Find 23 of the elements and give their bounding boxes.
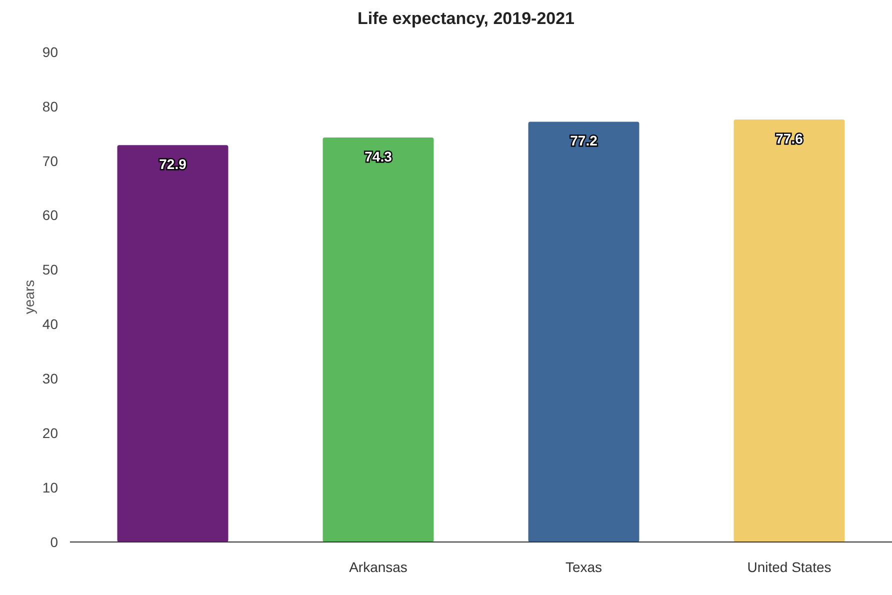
bar: [322, 137, 434, 542]
y-tick-label: 40: [42, 316, 58, 332]
bar: [117, 145, 228, 542]
y-tick-label: 50: [42, 262, 58, 278]
x-tick-label: Arkansas: [349, 559, 408, 575]
y-tick-label: 70: [42, 152, 58, 169]
y-tick-label: 30: [42, 370, 58, 387]
y-tick-label: 10: [42, 479, 58, 496]
data-label: 74.3: [364, 148, 392, 164]
x-tick-label: Texas: [565, 559, 602, 575]
data-label: 72.9: [159, 156, 187, 172]
y-tick-label: 0: [50, 534, 58, 550]
chart-title: Life expectancy, 2019-2021: [357, 9, 575, 28]
bar: [528, 122, 640, 542]
y-axis-title: years: [21, 280, 37, 314]
data-label: 77.6: [776, 130, 804, 147]
y-tick-label: 60: [42, 207, 58, 224]
data-label: 77.2: [570, 132, 598, 149]
x-tick-label: United States: [747, 559, 832, 575]
y-tick-label: 80: [42, 98, 58, 114]
y-tick-label: 20: [42, 425, 58, 442]
bar: [734, 120, 845, 542]
y-tick-label: 90: [42, 44, 58, 60]
